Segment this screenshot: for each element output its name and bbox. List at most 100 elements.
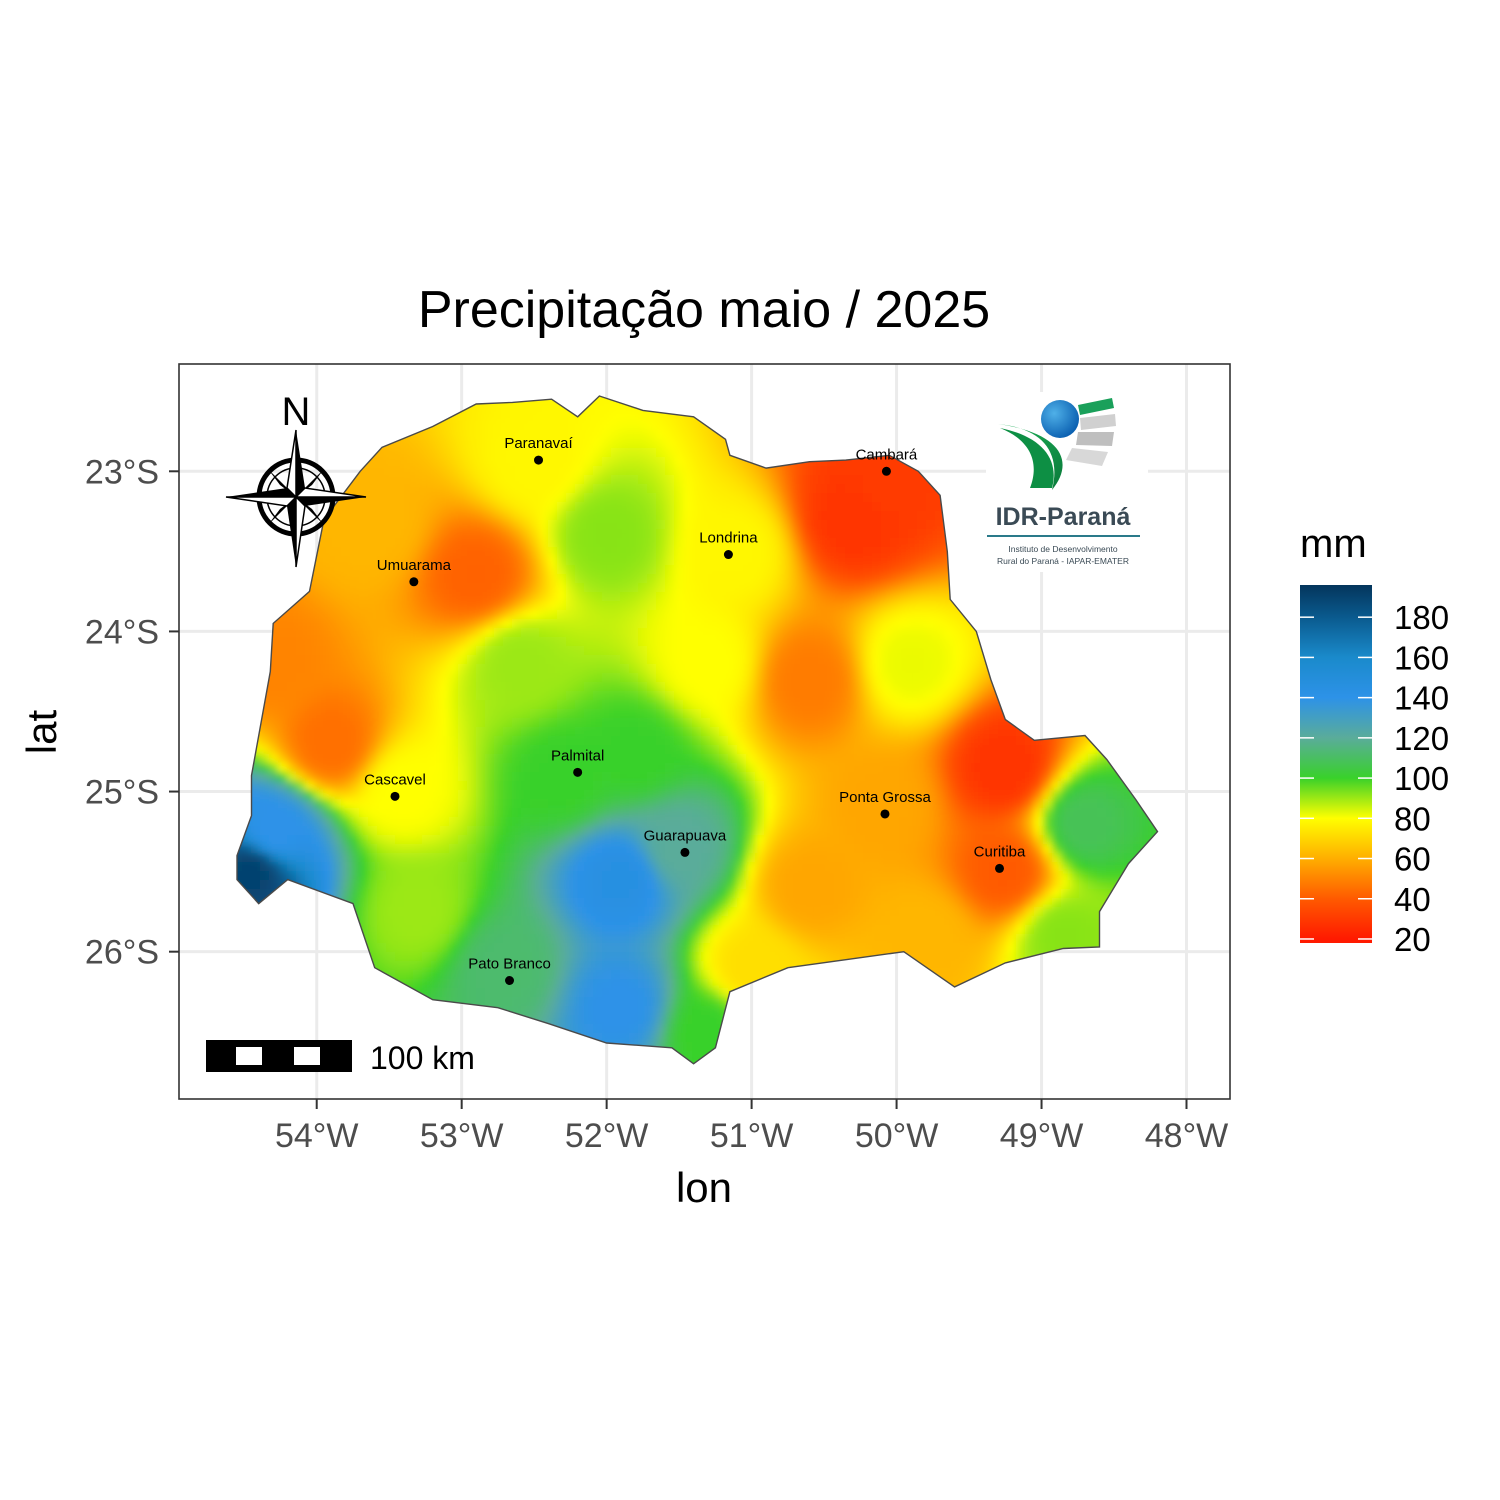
field-cell [1016, 781, 1026, 791]
field-cell [863, 592, 873, 602]
field-cell [314, 736, 324, 746]
field-cell [719, 439, 729, 449]
field-cell [656, 736, 666, 746]
field-cell [827, 565, 837, 575]
field-cell [575, 583, 585, 593]
field-cell [683, 439, 693, 449]
field-cell [530, 745, 540, 755]
field-cell [935, 520, 945, 530]
field-cell [827, 673, 837, 683]
field-cell [827, 718, 837, 728]
field-cell [467, 529, 477, 539]
field-cell [953, 781, 963, 791]
field-cell [728, 700, 738, 710]
field-cell [800, 619, 810, 629]
field-cell [773, 790, 783, 800]
field-cell [701, 691, 711, 701]
field-cell [656, 421, 666, 431]
field-cell [611, 790, 621, 800]
field-cell [854, 475, 864, 485]
field-cell [575, 610, 585, 620]
field-cell [818, 511, 828, 521]
field-cell [332, 502, 342, 512]
field-cell [485, 709, 495, 719]
field-cell [593, 475, 603, 485]
field-cell [809, 538, 819, 548]
field-cell [656, 412, 666, 422]
field-cell [521, 502, 531, 512]
field-cell [575, 601, 585, 611]
field-cell [584, 709, 594, 719]
field-cell [881, 754, 891, 764]
field-cell [503, 565, 513, 575]
field-cell [764, 493, 774, 503]
field-cell [359, 736, 369, 746]
field-cell [494, 619, 504, 629]
field-cell [413, 754, 423, 764]
field-cell [881, 529, 891, 539]
field-cell [836, 754, 846, 764]
field-cell [773, 691, 783, 701]
field-cell [935, 610, 945, 620]
field-cell [287, 781, 297, 791]
field-cell [395, 547, 405, 557]
field-cell [683, 430, 693, 440]
field-cell [602, 430, 612, 440]
field-cell [755, 691, 765, 701]
field-cell [341, 781, 351, 791]
field-cell [404, 655, 414, 665]
field-cell [1043, 745, 1053, 755]
field-cell [404, 520, 414, 530]
field-cell [1079, 781, 1089, 791]
field-cell [431, 610, 441, 620]
field-cell [377, 475, 387, 485]
field-cell [494, 664, 504, 674]
field-cell [836, 790, 846, 800]
field-cell [908, 484, 918, 494]
field-cell [710, 790, 720, 800]
field-cell [944, 709, 954, 719]
field-cell [503, 673, 513, 683]
field-cell [404, 547, 414, 557]
field-cell [890, 610, 900, 620]
field-cell [260, 745, 270, 755]
field-cell [890, 790, 900, 800]
field-cell [899, 484, 909, 494]
field-cell [944, 628, 954, 638]
field-cell [548, 538, 558, 548]
field-cell [251, 781, 261, 791]
field-cell [674, 628, 684, 638]
field-cell [890, 655, 900, 665]
field-cell [674, 691, 684, 701]
field-cell [899, 727, 909, 737]
field-cell [683, 484, 693, 494]
field-cell [494, 457, 504, 467]
field-cell [710, 763, 720, 773]
field-cell [836, 502, 846, 512]
field-cell [548, 475, 558, 485]
field-cell [512, 664, 522, 674]
field-cell [1043, 781, 1053, 791]
field-cell [269, 682, 279, 692]
field-cell [485, 502, 495, 512]
field-cell [791, 547, 801, 557]
field-cell [728, 592, 738, 602]
field-cell [647, 664, 657, 674]
field-cell [485, 664, 495, 674]
field-cell [305, 772, 315, 782]
field-cell [701, 547, 711, 557]
field-cell [1034, 781, 1044, 791]
field-cell [899, 574, 909, 584]
field-cell [683, 601, 693, 611]
field-cell [800, 691, 810, 701]
field-cell [476, 736, 486, 746]
field-cell [899, 736, 909, 746]
field-cell [611, 556, 621, 566]
field-cell [431, 502, 441, 512]
field-cell [845, 601, 855, 611]
field-cell [620, 556, 630, 566]
field-cell [269, 754, 279, 764]
field-cell [728, 538, 738, 548]
field-cell [683, 556, 693, 566]
field-cell [971, 763, 981, 773]
